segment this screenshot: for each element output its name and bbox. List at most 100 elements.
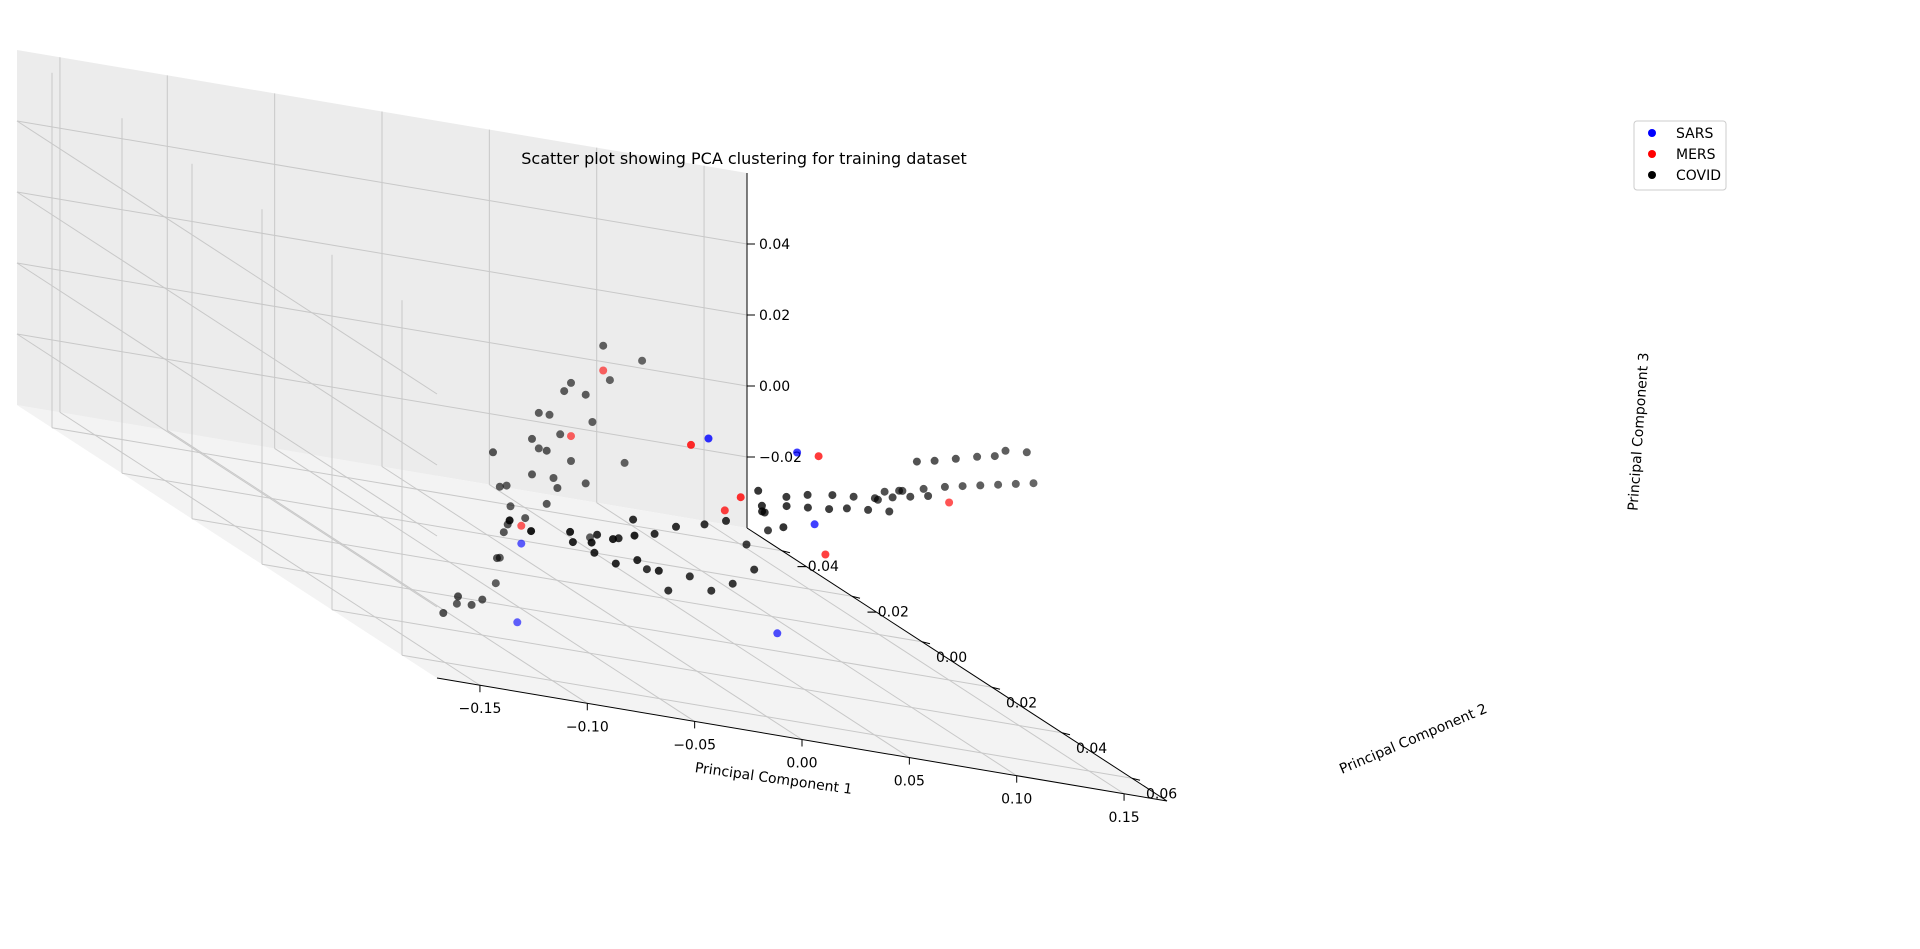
y-axis-tick: [991, 686, 1001, 690]
sars-point: [513, 618, 522, 627]
covid-point: [556, 430, 565, 439]
covid-point: [888, 493, 897, 502]
x-grid-floor: [489, 484, 910, 759]
covid-point: [742, 540, 751, 549]
y-grid-floor: [51, 427, 783, 552]
y-grid-floor: [331, 609, 1063, 734]
covid-point: [940, 482, 949, 491]
covid-point: [545, 410, 554, 419]
covid-point: [828, 491, 837, 500]
covid-point: [534, 408, 543, 417]
covid-point: [505, 516, 514, 525]
covid-point: [629, 515, 638, 524]
y-axis-tick: [851, 595, 861, 599]
covid-point: [994, 480, 1003, 489]
covid-point: [439, 609, 448, 617]
covid-point: [700, 520, 709, 529]
covid-point: [528, 434, 536, 443]
covid-point: [611, 559, 620, 568]
covid-point: [973, 452, 982, 461]
mers-point: [517, 521, 526, 530]
y-axis-tick: [781, 550, 791, 554]
covid-point: [566, 527, 575, 536]
covid-point: [750, 565, 759, 574]
covid-point: [1022, 448, 1031, 457]
sars-legend-label: SARS: [1676, 126, 1713, 142]
covid-point: [542, 446, 551, 455]
covid-point: [924, 492, 933, 500]
x-grid-floor: [274, 447, 695, 722]
scatter-points: [439, 341, 1038, 638]
covid-point: [825, 505, 834, 514]
covid-legend-label: COVID: [1676, 168, 1721, 184]
covid-point: [609, 535, 617, 544]
covid-point: [633, 556, 642, 565]
covid-point: [757, 501, 766, 510]
mers-legend-marker: [1648, 150, 1656, 158]
covid-point: [870, 494, 879, 503]
x-grid-floor: [596, 502, 1017, 777]
mers-point: [821, 550, 830, 559]
y-axis-tick-label: −0.02: [866, 604, 909, 620]
mers-point: [945, 498, 954, 507]
covid-point: [842, 504, 851, 513]
z-grid-left: [16, 120, 438, 395]
sars-point: [704, 434, 713, 443]
x-axis-label: Principal Component 1: [694, 760, 853, 798]
covid-point: [880, 487, 889, 496]
covid-point: [581, 479, 590, 488]
covid-point: [499, 528, 508, 537]
covid-point: [527, 527, 536, 536]
mers-point: [720, 506, 729, 515]
y-axis-tick-label: 0.06: [1146, 786, 1177, 802]
covid-point: [951, 454, 960, 463]
y-axis-label: Principal Component 2: [1337, 701, 1489, 778]
covid-point: [542, 499, 551, 508]
covid-point: [885, 507, 894, 516]
x-axis-tick-label: 0.05: [894, 774, 925, 790]
covid-point: [803, 503, 812, 512]
covid-point: [534, 444, 543, 453]
z-axis-tick-label: 0.04: [759, 237, 790, 253]
x-axis-tick-label: −0.05: [673, 737, 716, 753]
covid-point: [758, 507, 767, 516]
covid-point: [478, 595, 487, 604]
covid-point: [779, 523, 788, 532]
y-grid-floor: [191, 518, 923, 643]
z-grid-left: [16, 262, 438, 537]
covid-point: [521, 514, 530, 523]
covid-point: [672, 522, 680, 531]
covid-point: [912, 457, 921, 466]
covid-point: [664, 586, 673, 595]
y-axis-tick-label: 0.00: [936, 650, 967, 666]
covid-point: [620, 458, 629, 467]
z-grid-back: [16, 262, 748, 387]
sars-point: [793, 448, 802, 457]
legend-frame: [1633, 120, 1727, 191]
y-grid-floor: [261, 563, 993, 688]
covid-point: [642, 565, 651, 574]
y-grid-floor: [401, 654, 1133, 779]
covid-point: [528, 470, 536, 479]
z-axis-tick-label: 0.00: [759, 379, 790, 395]
mers-point: [567, 432, 575, 441]
covid-point: [593, 530, 602, 539]
z-axis-label: Principal Component 3: [1625, 352, 1652, 511]
covid-point: [864, 505, 873, 514]
x-axis-tick-label: −0.15: [458, 701, 501, 717]
covid-point: [502, 481, 511, 490]
z-grid-back: [16, 191, 748, 316]
z-grid-left: [16, 333, 438, 608]
covid-point: [782, 492, 791, 501]
covid-point: [549, 474, 558, 482]
covid-point: [728, 579, 737, 588]
covid-point: [895, 486, 904, 495]
covid-point: [630, 531, 639, 540]
z-axis-tick-label: 0.02: [759, 308, 790, 324]
covid-point: [491, 579, 500, 588]
covid-point: [454, 592, 462, 601]
z-grid-back: [16, 333, 748, 458]
mers-point: [814, 452, 823, 461]
covid-point: [919, 484, 928, 493]
